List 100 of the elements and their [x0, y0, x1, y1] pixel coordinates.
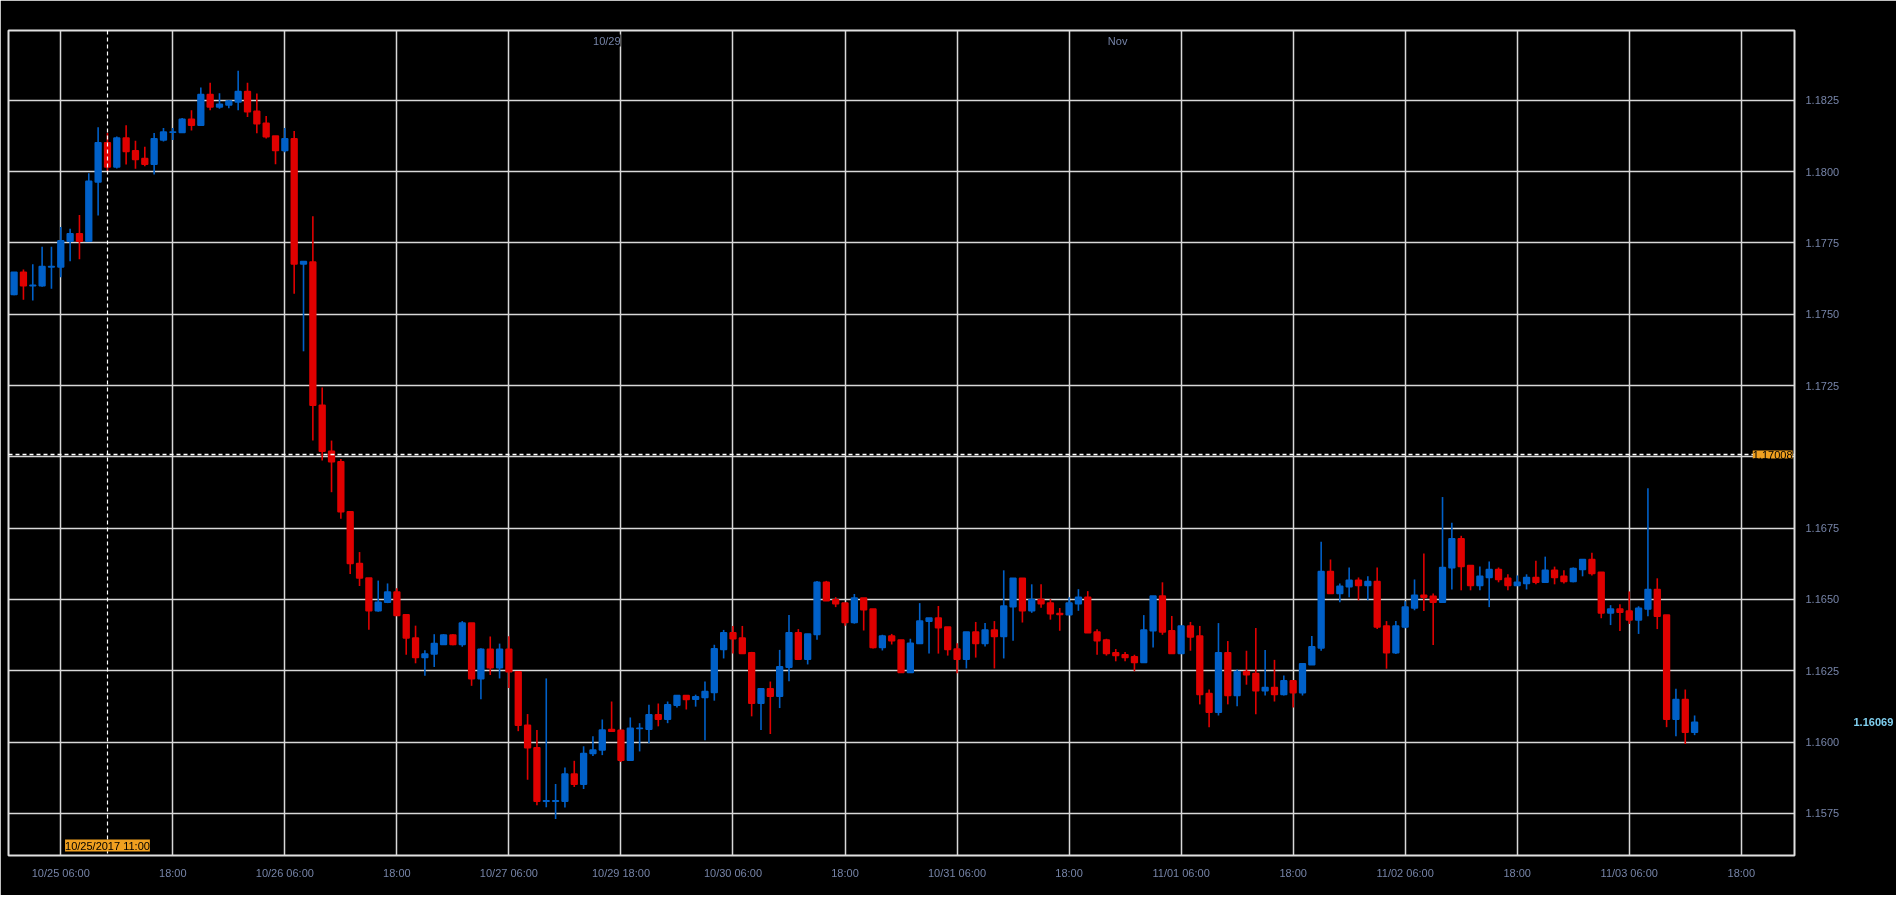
x-tick-label: 10/31 06:00 [927, 866, 987, 879]
candlestick [458, 620, 466, 648]
candlestick [355, 551, 364, 587]
candlestick [1233, 668, 1241, 708]
ref-line-label: 1.17008 [1752, 448, 1793, 461]
candlestick [720, 629, 728, 660]
candlestick [916, 602, 924, 645]
candlestick [1532, 559, 1540, 586]
candlestick [1289, 679, 1297, 709]
candlestick [299, 260, 308, 353]
candlestick [1625, 590, 1633, 625]
candlestick [1270, 659, 1279, 703]
candlestick [598, 718, 606, 756]
candlestick [738, 625, 746, 655]
candlestick [262, 115, 270, 140]
annotation: 10/29 [593, 34, 621, 47]
candlestick [1261, 649, 1269, 697]
candlestick [1186, 621, 1195, 652]
candlestick [1485, 560, 1493, 608]
x-tick-label: 11/02 06:00 [1376, 866, 1434, 879]
y-tick-label: 1.1625 [1805, 664, 1840, 677]
candlestick [75, 214, 84, 261]
candlestick [523, 713, 532, 781]
candlestick [729, 625, 737, 655]
candlestick [411, 624, 420, 665]
candlestick [38, 245, 46, 288]
candlestick [841, 602, 849, 627]
x-tick-label: 11/03 06:00 [1600, 866, 1658, 879]
y-tick-label: 1.1750 [1805, 308, 1840, 321]
candlestick [393, 587, 401, 617]
candlestick [281, 127, 289, 154]
candlestick [1476, 565, 1484, 592]
candlestick [19, 268, 28, 301]
candlestick [430, 633, 438, 668]
candlestick [1634, 605, 1643, 635]
candlestick [1252, 627, 1260, 716]
candlestick [243, 81, 252, 118]
candlestick [206, 81, 214, 112]
y-tick-label: 1.1600 [1805, 736, 1840, 748]
candlestick [1074, 588, 1083, 612]
candlestick [551, 783, 560, 820]
candlestick [1354, 576, 1363, 602]
candlestick [1401, 600, 1409, 630]
candlestick [122, 124, 130, 166]
candlestick [1336, 582, 1344, 604]
candlestick [1429, 592, 1437, 646]
candlestick [990, 620, 999, 670]
x-tick-label: 18:00 [831, 866, 859, 879]
candlestick [1205, 688, 1213, 728]
candlestick [654, 702, 662, 728]
candlestick [934, 605, 943, 655]
candlestick [1420, 552, 1428, 612]
x-tick-label: 18:00 [1503, 866, 1531, 879]
candlestick [607, 700, 616, 732]
candlestick [1280, 674, 1288, 697]
candlestick [1690, 714, 1699, 736]
candlestick [253, 92, 261, 134]
candlestick [29, 263, 37, 302]
candlestick [495, 642, 504, 680]
candlestick [1168, 615, 1176, 655]
candlestick [505, 635, 513, 689]
x-tick-label: 10/25 06:00 [31, 866, 90, 879]
candlestick [1672, 687, 1680, 738]
x-tick-label: 10/29 18:00 [591, 866, 651, 879]
x-tick-label: 10/27 06:00 [479, 866, 538, 879]
candlestick [66, 227, 74, 262]
candlestick [542, 677, 550, 809]
y-tick-label: 1.1575 [1805, 807, 1840, 820]
candlestick [1028, 583, 1036, 614]
candlestick [822, 580, 830, 602]
candlestick [645, 703, 653, 744]
x-tick-label: 18:00 [383, 866, 411, 879]
candlestick [1541, 555, 1549, 584]
candlestick [1616, 603, 1624, 632]
x-tick-label: 11/01 06:00 [1152, 866, 1210, 879]
candlestick [1046, 598, 1055, 621]
candlestick [47, 245, 56, 290]
candlestick [1308, 635, 1316, 666]
candlestick [187, 109, 196, 132]
candlestick [131, 140, 140, 170]
annotation: 10/25/2017 11:00 [65, 839, 150, 852]
candlestick [766, 680, 774, 735]
y-tick-label: 1.1800 [1805, 165, 1840, 178]
candlestick [1588, 551, 1596, 577]
candlestick [953, 642, 961, 675]
candlestick [1466, 564, 1475, 592]
x-tick-label: 10/26 06:00 [255, 866, 314, 879]
text: 1.16069 [1853, 716, 1894, 729]
candlestick [1326, 558, 1335, 595]
candlestick [1606, 604, 1615, 626]
candlestick [972, 621, 980, 659]
candlestick [1644, 487, 1652, 618]
x-tick-label: 10/30 06:00 [703, 866, 763, 879]
candlestick [981, 622, 989, 648]
candlestick [757, 687, 765, 731]
x-tick-label: 18:00 [1727, 866, 1756, 879]
y-tick-label: 1.1825 [1805, 94, 1840, 107]
candlestick [234, 69, 242, 112]
candlestick [701, 680, 709, 742]
candlestick [1410, 578, 1419, 612]
